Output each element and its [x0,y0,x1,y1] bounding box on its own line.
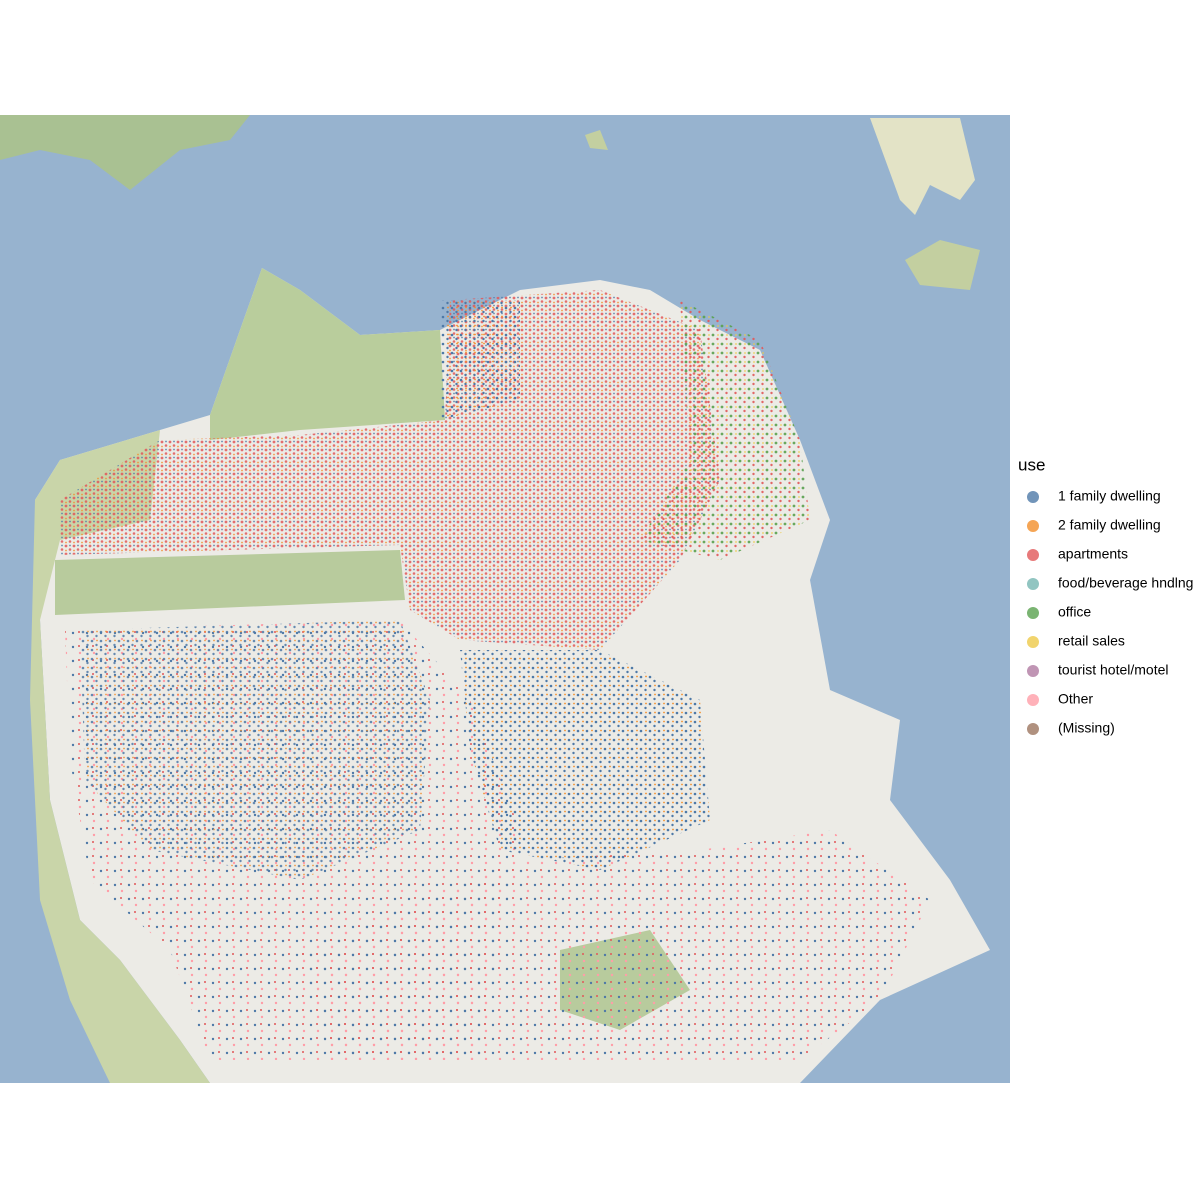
legend-label: Other [1058,691,1093,707]
point-texture [300,830,930,1060]
treasure-island [870,118,975,215]
presidio [210,268,445,440]
legend-label: (Missing) [1058,720,1115,736]
point-texture [460,650,710,870]
marin-headlands [0,115,250,190]
legend-swatch [1027,607,1039,619]
legend-swatch [1027,578,1039,590]
legend: use 1 family dwelling 2 family dwelling ap… [1018,455,1193,735]
point-texture [80,620,430,880]
golden-gate-park [55,550,405,615]
legend-swatch [1027,549,1039,561]
legend-swatch [1027,723,1039,735]
alcatraz [585,130,608,150]
legend-label: retail sales [1058,633,1125,649]
legend-swatch [1027,636,1039,648]
legend-label: food/beverage hndlng [1058,575,1193,591]
coastal-park [30,430,210,1083]
point-texture [640,300,810,560]
legend-label: office [1058,604,1091,620]
legend-title: use [1018,455,1045,474]
legend-label: 2 family dwelling [1058,517,1161,533]
legend-swatch [1027,520,1039,532]
legend-swatch [1027,665,1039,677]
point-texture [60,290,720,650]
legend-swatch [1027,694,1039,706]
point-texture [440,300,520,420]
legend-label: tourist hotel/motel [1058,662,1169,678]
legend-swatch [1027,491,1039,503]
legend-label: apartments [1058,546,1128,562]
yerba-buena [905,240,980,290]
map-panel [0,115,1010,1083]
legend-label: 1 family dwelling [1058,488,1161,504]
